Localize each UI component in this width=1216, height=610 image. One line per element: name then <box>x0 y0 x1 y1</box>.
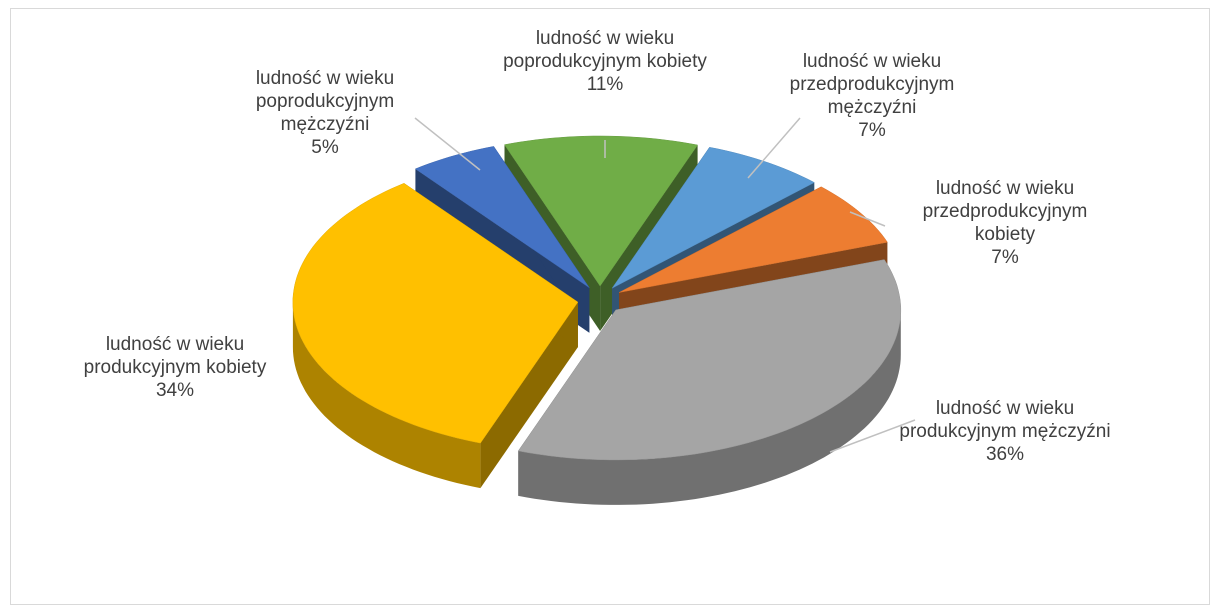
slice-top <box>504 135 699 287</box>
slice <box>292 183 579 489</box>
category-label: ludność w wieku poprodukcyjnym kobiety <box>503 28 707 72</box>
slice-top <box>292 183 579 444</box>
slice-top <box>414 146 590 288</box>
leader-line <box>414 117 481 171</box>
value-label: 7% <box>858 120 886 141</box>
slice-side <box>292 302 481 489</box>
leader-line <box>829 419 916 453</box>
value-label: 11% <box>586 74 624 95</box>
data-label: ludność w wieku poprodukcyjnym mężczyźni… <box>215 67 435 159</box>
leader-line <box>849 211 886 227</box>
category-label: ludność w wieku produkcyjnym mężczyźni <box>899 398 1111 442</box>
slice-side <box>518 309 901 505</box>
data-label: ludność w wieku przedprodukcyjnym mężczy… <box>762 50 982 142</box>
slice-top <box>517 259 902 461</box>
value-label: 36% <box>985 444 1025 465</box>
data-label: ludność w wieku produkcyjnym kobiety 34% <box>65 333 285 402</box>
data-label: ludność w wieku przedprodukcyjnym kobiet… <box>895 177 1115 269</box>
category-label: ludność w wieku przedprodukcyjnym kobiet… <box>922 178 1088 245</box>
value-label: 34% <box>155 380 195 401</box>
value-label: 5% <box>311 137 339 158</box>
category-label: ludność w wieku przedprodukcyjnym mężczy… <box>789 51 955 118</box>
slice <box>517 259 902 505</box>
data-label: ludność w wieku poprodukcyjnym kobiety 11… <box>495 27 715 96</box>
category-label: ludność w wieku produkcyjnym kobiety <box>83 334 267 378</box>
slice-cut-face <box>480 302 578 489</box>
value-label: 7% <box>991 247 1019 268</box>
data-label: ludność w wieku produkcyjnym mężczyźni 36… <box>895 397 1115 466</box>
category-label: ludność w wieku poprodukcyjnym mężczyźni <box>255 68 395 135</box>
leader-line <box>747 117 801 179</box>
slice-top <box>611 147 815 289</box>
chart-border <box>10 8 1210 605</box>
slice-top <box>618 186 888 293</box>
